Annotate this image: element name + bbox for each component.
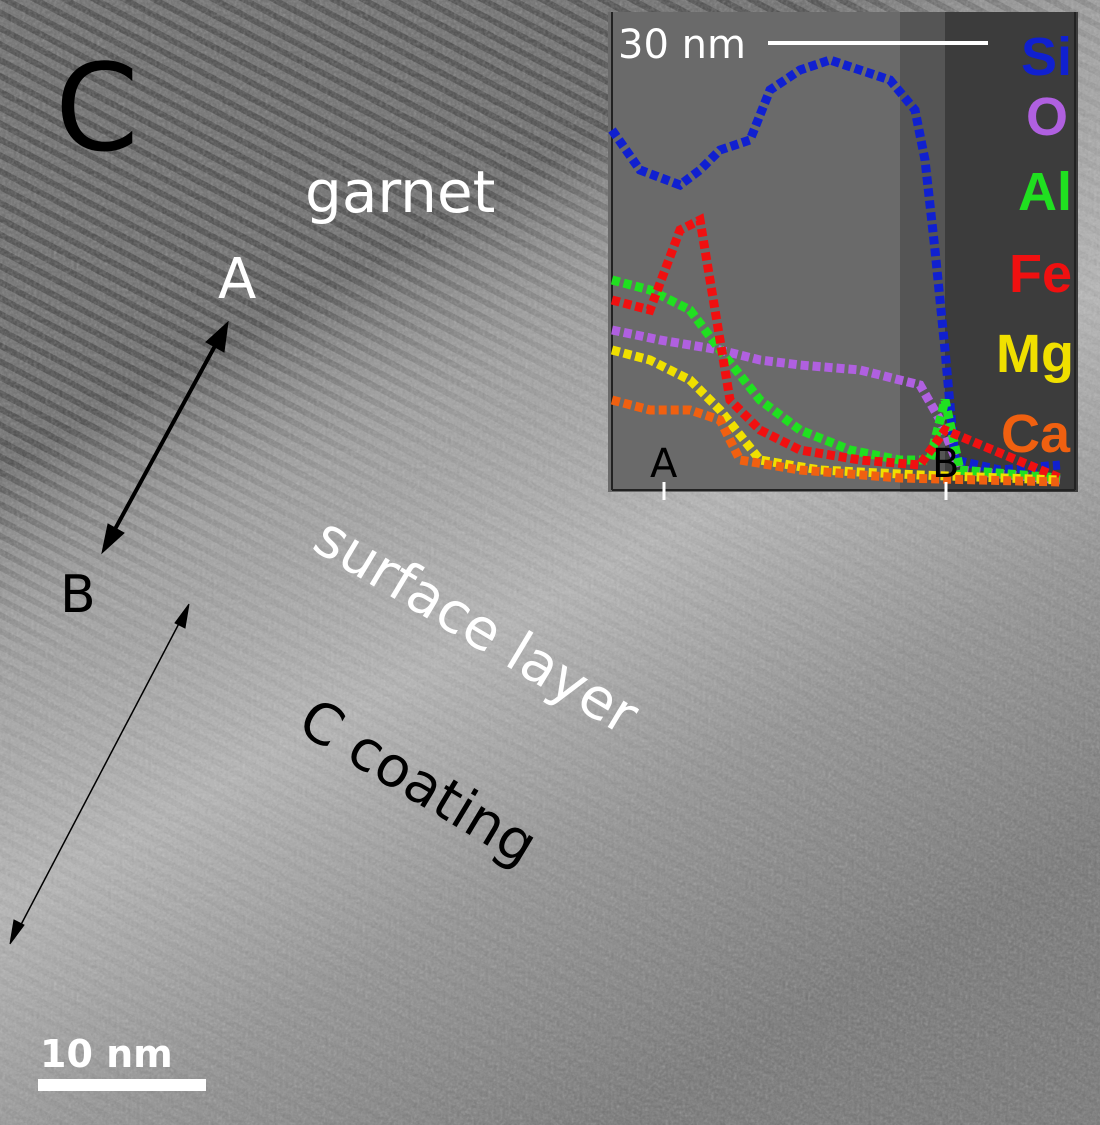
region-label: garnet [305, 158, 495, 226]
legend-entry: Mg [996, 324, 1074, 384]
legend-entry: Si [1021, 27, 1072, 87]
legend-entry: Ca [1001, 404, 1071, 464]
scale-bar [38, 1079, 206, 1091]
eds-inset: 30 nm A B Si O Al Fe Mg Ca [608, 12, 1078, 500]
legend-entry: O [1026, 87, 1068, 147]
legend-entry: Al [1018, 162, 1072, 222]
legend-entry: Fe [1009, 244, 1072, 304]
inset-marker: B [932, 441, 959, 487]
scale-bar-label: 10 nm [40, 1032, 173, 1076]
micrograph-figure: C garnet A B surface layer C coating 10 … [0, 0, 1100, 1125]
marker-label: A [218, 247, 256, 312]
inset-scale-label: 30 nm [618, 22, 746, 68]
inset-marker: A [650, 441, 678, 487]
marker-label: B [60, 565, 96, 625]
panel-label: C [55, 40, 139, 179]
